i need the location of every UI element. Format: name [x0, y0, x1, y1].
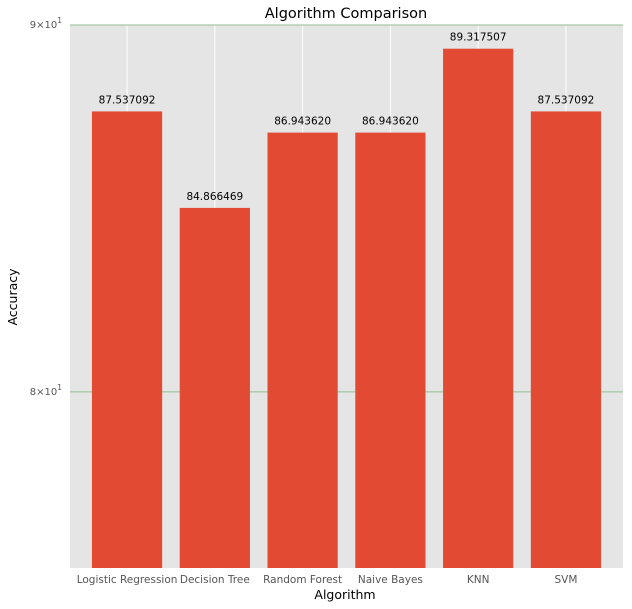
- data-label: 87.537092: [99, 94, 156, 106]
- chart-title: Algorithm Comparison: [265, 6, 427, 22]
- x-axis-label: Algorithm: [314, 587, 375, 602]
- x-tick-labels: Logistic Regression Decision Tree Random F…: [77, 574, 578, 586]
- bar: [355, 132, 426, 568]
- x-tick-label: Logistic Regression: [77, 574, 178, 586]
- data-labels: 87.537092 84.866469 86.943620 86.943620 89.3…: [99, 32, 595, 203]
- bar: [443, 48, 514, 568]
- x-tick-label: SVM: [554, 574, 577, 586]
- x-tick-label: Naive Bayes: [358, 574, 423, 586]
- bar: [530, 111, 602, 568]
- x-tick-label: Random Forest: [263, 574, 342, 586]
- x-tick-label: Decision Tree: [180, 574, 250, 586]
- bars: [91, 48, 602, 568]
- data-label: 84.866469: [186, 191, 243, 203]
- y-tick-label: 8×101: [30, 383, 62, 398]
- x-tick-label: KNN: [467, 574, 490, 586]
- bar: [91, 111, 163, 568]
- data-label: 89.317507: [450, 32, 507, 44]
- data-label: 87.537092: [538, 94, 595, 106]
- data-label: 86.943620: [362, 116, 419, 128]
- y-tick-labels: 9×101 8×101: [30, 16, 62, 398]
- y-axis-label: Accuracy: [5, 268, 20, 326]
- data-label: 86.943620: [274, 116, 331, 128]
- bar: [267, 132, 338, 568]
- y-tick-label: 9×101: [30, 16, 62, 31]
- bar: [179, 207, 250, 568]
